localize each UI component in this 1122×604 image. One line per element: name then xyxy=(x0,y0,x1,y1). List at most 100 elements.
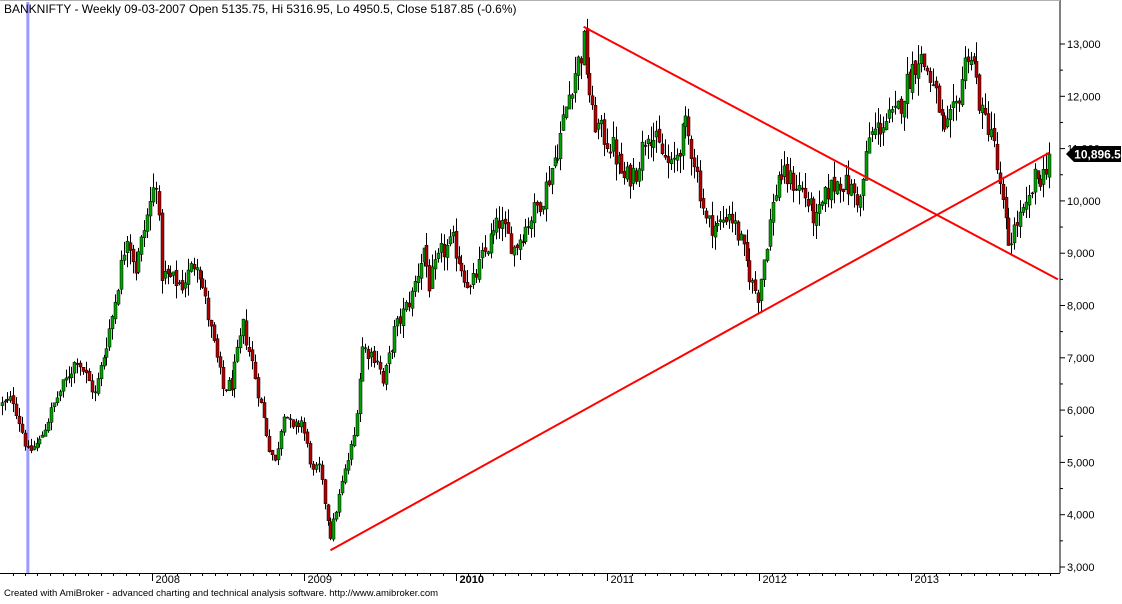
candle-body-up xyxy=(867,137,872,154)
candle-body-down xyxy=(695,166,700,173)
candle xyxy=(960,66,965,107)
candle-body-down xyxy=(841,188,846,192)
candle-body-down xyxy=(366,349,371,359)
candle xyxy=(1041,155,1046,198)
candle xyxy=(910,51,915,100)
candle-body-down xyxy=(381,370,386,384)
y-tick-label: 3,000 xyxy=(1067,562,1095,574)
candle xyxy=(401,297,406,339)
candle-body-up xyxy=(40,434,45,438)
candle-body-down xyxy=(1030,192,1035,195)
candle xyxy=(512,245,517,267)
candle xyxy=(587,57,592,103)
candle-body-down xyxy=(689,138,694,159)
candle xyxy=(567,81,572,110)
candle-body-up xyxy=(596,122,601,130)
candle-body-up xyxy=(631,167,636,184)
candle-body-up xyxy=(349,444,354,460)
candle-body-down xyxy=(736,221,741,241)
candle-body-down xyxy=(852,183,857,194)
candle-body-up xyxy=(727,214,732,221)
candle-body-up xyxy=(46,421,51,432)
candle xyxy=(96,372,101,396)
candle xyxy=(23,429,28,451)
candle xyxy=(104,337,109,366)
candle-body-down xyxy=(942,115,947,130)
candle-body-down xyxy=(692,157,697,168)
candle-body-up xyxy=(905,73,910,104)
candle xyxy=(203,279,208,305)
y-tick-label: 4,000 xyxy=(1067,510,1095,522)
candle xyxy=(1033,163,1038,205)
candle xyxy=(765,248,770,263)
candle xyxy=(995,132,1000,174)
candle-body-down xyxy=(407,302,412,308)
candle-body-up xyxy=(782,165,787,177)
candle-body-up xyxy=(640,141,645,171)
candle-body-up xyxy=(355,413,360,436)
candle xyxy=(646,134,651,159)
candle xyxy=(477,246,482,283)
candle xyxy=(459,254,464,277)
candle-body-down xyxy=(666,156,671,163)
candle xyxy=(157,185,162,221)
candle xyxy=(1018,200,1023,238)
candle-body-down xyxy=(966,56,971,62)
candle-body-up xyxy=(858,196,863,208)
candle-body-up xyxy=(884,121,889,130)
candle-body-up xyxy=(136,251,141,273)
candle-body-down xyxy=(619,153,624,174)
candle xyxy=(285,416,290,419)
candle xyxy=(803,172,808,208)
candle xyxy=(235,339,240,363)
candle-body-down xyxy=(90,380,95,393)
candle-body-up xyxy=(0,402,5,406)
candle-body-up xyxy=(1012,224,1017,244)
candle-body-up xyxy=(119,259,124,290)
y-tick-label: 6,000 xyxy=(1067,405,1095,417)
candle-body-down xyxy=(84,369,89,374)
candle xyxy=(419,253,424,290)
candle-body-down xyxy=(474,273,479,278)
last-price-badge xyxy=(1066,146,1121,163)
candle-body-down xyxy=(209,319,214,327)
x-tick-label: 2013 xyxy=(915,574,939,586)
candle-body-down xyxy=(291,419,296,428)
candle-body-down xyxy=(200,278,205,288)
candle-body-up xyxy=(768,219,773,247)
candle-body-up xyxy=(881,127,886,133)
candle-body-down xyxy=(1001,184,1006,200)
candle xyxy=(558,121,563,171)
candle-body-up xyxy=(870,131,875,135)
candle-body-up xyxy=(3,400,8,403)
candle-body-down xyxy=(218,356,223,368)
candle xyxy=(637,161,642,188)
candle-body-up xyxy=(681,123,686,156)
candle-body-up xyxy=(718,219,723,222)
candle xyxy=(605,128,610,153)
candle xyxy=(454,218,459,272)
candle-body-down xyxy=(305,431,310,444)
candle xyxy=(270,449,275,461)
candle xyxy=(308,440,313,468)
candle xyxy=(151,173,156,207)
candle xyxy=(462,264,467,288)
candle-body-down xyxy=(267,436,272,452)
candle-body-up xyxy=(739,233,744,241)
candle xyxy=(221,360,226,396)
candle xyxy=(363,343,368,353)
candle-body-up xyxy=(762,259,767,280)
candle-body-up xyxy=(817,204,822,214)
candle-body-up xyxy=(707,215,712,219)
candle-body-down xyxy=(503,218,508,225)
candle-body-up xyxy=(69,373,74,378)
candle-body-down xyxy=(320,464,325,480)
candle-body-up xyxy=(989,129,994,138)
candle xyxy=(372,346,377,368)
candle-body-down xyxy=(698,170,703,202)
candle xyxy=(410,287,415,317)
candle xyxy=(940,99,945,132)
candle xyxy=(360,337,365,382)
candle-body-down xyxy=(585,27,590,75)
candle-body-down xyxy=(78,362,83,368)
